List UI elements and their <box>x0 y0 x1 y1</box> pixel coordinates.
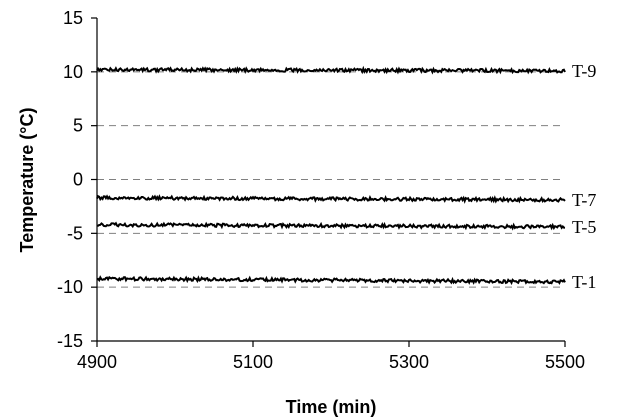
label-layer: -15 -10 -5 0 5 10 15 4900 5100 5300 5500 T-9 T-7 T-5 T… <box>57 8 596 372</box>
y-tick-label: 0 <box>73 170 83 190</box>
y-tick-label: -15 <box>57 331 83 351</box>
x-tick-label: 5500 <box>545 352 585 372</box>
grid-layer <box>97 71 565 288</box>
series-label-t-1: T-1 <box>572 272 596 292</box>
series-label-t-7: T-7 <box>572 190 596 210</box>
x-tick-label: 5300 <box>389 352 429 372</box>
y-tick-label: -5 <box>67 223 83 243</box>
x-axis-title: Time (min) <box>286 397 377 417</box>
series-line-t-7 <box>96 194 566 204</box>
series-line-t-9 <box>96 65 566 75</box>
y-tick-label: 10 <box>63 62 83 82</box>
series-line-t-5 <box>96 221 566 231</box>
series-line-t-1 <box>96 275 566 286</box>
y-tick-label: -10 <box>57 277 83 297</box>
series-layer <box>96 65 566 286</box>
axes-layer <box>91 17 566 347</box>
x-tick-label: 5100 <box>233 352 273 372</box>
y-axis-title: Temperature (°C) <box>17 108 37 253</box>
series-label-t-5: T-5 <box>572 217 596 237</box>
y-tick-label: 15 <box>63 8 83 28</box>
series-label-t-9: T-9 <box>572 61 596 81</box>
y-tick-label: 5 <box>73 116 83 136</box>
x-tick-label: 4900 <box>77 352 117 372</box>
